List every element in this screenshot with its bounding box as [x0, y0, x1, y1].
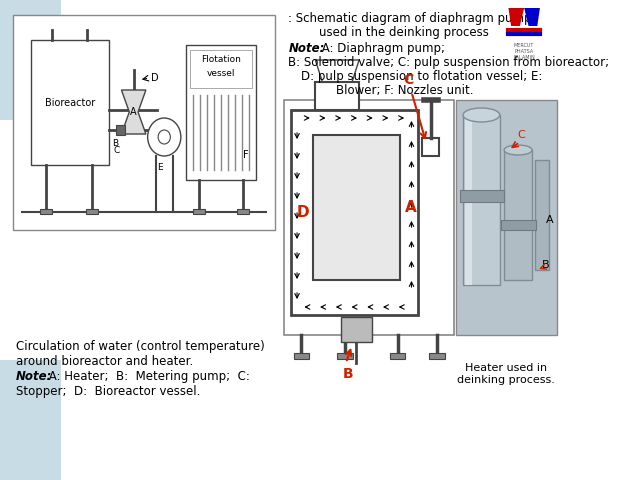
Text: Bioreactor: Bioreactor: [45, 97, 95, 108]
Text: Heater used in
deinking process.: Heater used in deinking process.: [458, 363, 556, 384]
Bar: [340, 317, 372, 342]
Text: B: B: [342, 367, 353, 381]
Text: Note:: Note:: [16, 370, 52, 383]
Polygon shape: [316, 60, 359, 82]
Bar: [316, 82, 359, 110]
Bar: [186, 45, 256, 180]
Text: A: A: [404, 200, 417, 215]
Polygon shape: [524, 8, 540, 26]
Bar: [86, 209, 98, 214]
Bar: [291, 110, 417, 315]
Bar: [460, 190, 504, 202]
Text: F: F: [243, 150, 248, 160]
Bar: [502, 220, 536, 230]
Text: Note:: Note:: [288, 42, 324, 55]
Ellipse shape: [504, 145, 532, 155]
Text: C: C: [518, 130, 525, 140]
Text: B: B: [542, 260, 550, 270]
Bar: [0, 360, 61, 480]
Text: A: Heater;  B:  Metering pump;  C:: A: Heater; B: Metering pump; C:: [45, 370, 250, 383]
Bar: [313, 135, 400, 280]
Bar: [284, 100, 454, 335]
Bar: [40, 209, 52, 214]
Circle shape: [158, 130, 170, 144]
Text: C: C: [113, 146, 119, 155]
Bar: [191, 50, 252, 88]
Bar: [390, 353, 405, 359]
Bar: [0, 0, 61, 120]
Bar: [193, 209, 205, 214]
Text: around bioreactor and heater.: around bioreactor and heater.: [16, 355, 193, 368]
Bar: [456, 100, 557, 335]
Text: Blower; F: Nozzles unit.: Blower; F: Nozzles unit.: [337, 84, 474, 97]
Bar: [465, 115, 472, 285]
Text: Circulation of water (control temperature): Circulation of water (control temperatur…: [16, 340, 264, 353]
Text: B: Solenoid valve; C: pulp suspension from bioreactor;: B: Solenoid valve; C: pulp suspension fr…: [288, 56, 609, 69]
Text: C: C: [404, 73, 414, 87]
Text: Flotation: Flotation: [201, 55, 241, 63]
Bar: [116, 125, 125, 135]
Bar: [294, 353, 309, 359]
Bar: [237, 209, 249, 214]
Text: : Schematic diagram of diaphragm pump: : Schematic diagram of diaphragm pump: [288, 12, 532, 25]
Bar: [422, 138, 440, 156]
Bar: [31, 40, 109, 165]
Text: vessel: vessel: [207, 69, 236, 77]
Bar: [463, 115, 500, 285]
Bar: [534, 160, 548, 270]
Circle shape: [148, 118, 181, 156]
Polygon shape: [122, 90, 146, 134]
Text: A: A: [131, 107, 137, 117]
Bar: [337, 353, 353, 359]
Bar: [429, 353, 445, 359]
Ellipse shape: [463, 108, 500, 122]
Text: D: pulp suspension to flotation vessel; E:: D: pulp suspension to flotation vessel; …: [301, 70, 543, 83]
Text: E: E: [157, 163, 163, 172]
Text: used in the deinking process: used in the deinking process: [319, 26, 489, 39]
Text: MERCUT
PHATSA
PALAMIN: MERCUT PHATSA PALAMIN: [513, 43, 535, 60]
Bar: [13, 15, 275, 230]
Polygon shape: [508, 8, 524, 26]
Text: D: D: [151, 73, 159, 83]
Bar: [504, 150, 532, 280]
Text: A: A: [546, 215, 554, 225]
Text: A: Diaphragm pump;: A: Diaphragm pump;: [318, 42, 449, 55]
Text: Stopper;  D:  Bioreactor vessel.: Stopper; D: Bioreactor vessel.: [16, 385, 200, 398]
Text: D: D: [297, 205, 310, 220]
Text: B: B: [112, 139, 118, 148]
